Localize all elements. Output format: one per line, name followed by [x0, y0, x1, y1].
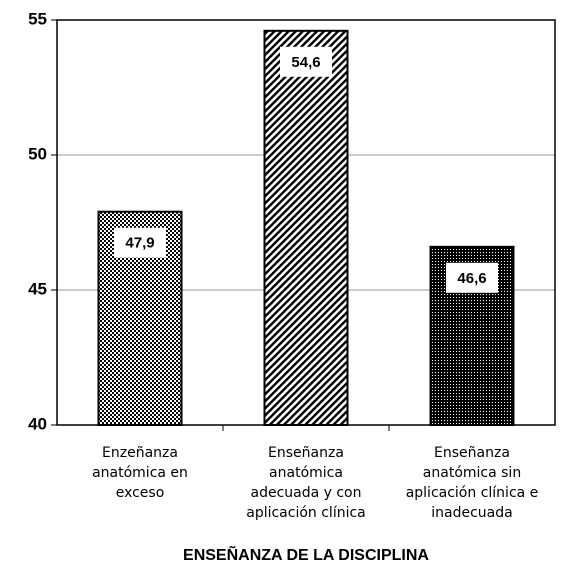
value-label-box	[280, 46, 332, 77]
x-tick-label: Enzeñanza anatómica en exceso	[92, 445, 188, 501]
x-tick-label: Enseñanza anatómica adecuada y con aplicaci…	[246, 445, 366, 521]
value-label: 46,6	[457, 270, 486, 287]
value-label: 54,6	[291, 54, 320, 71]
value-label: 47,9	[125, 235, 154, 252]
x-axis-label: ENSEÑANZA DE LA DISCIPLINA	[183, 544, 429, 564]
y-tick-label: 45	[28, 279, 47, 298]
y-tick-label: 50	[28, 144, 47, 163]
x-tick-label: Enseñanza anatómica sin aplicación clínica…	[406, 445, 539, 521]
value-label-box	[114, 227, 166, 258]
value-label-box	[446, 262, 498, 293]
bar	[263, 29, 349, 427]
y-tick-label: 40	[28, 414, 47, 433]
y-tick-label: 55	[28, 9, 47, 28]
